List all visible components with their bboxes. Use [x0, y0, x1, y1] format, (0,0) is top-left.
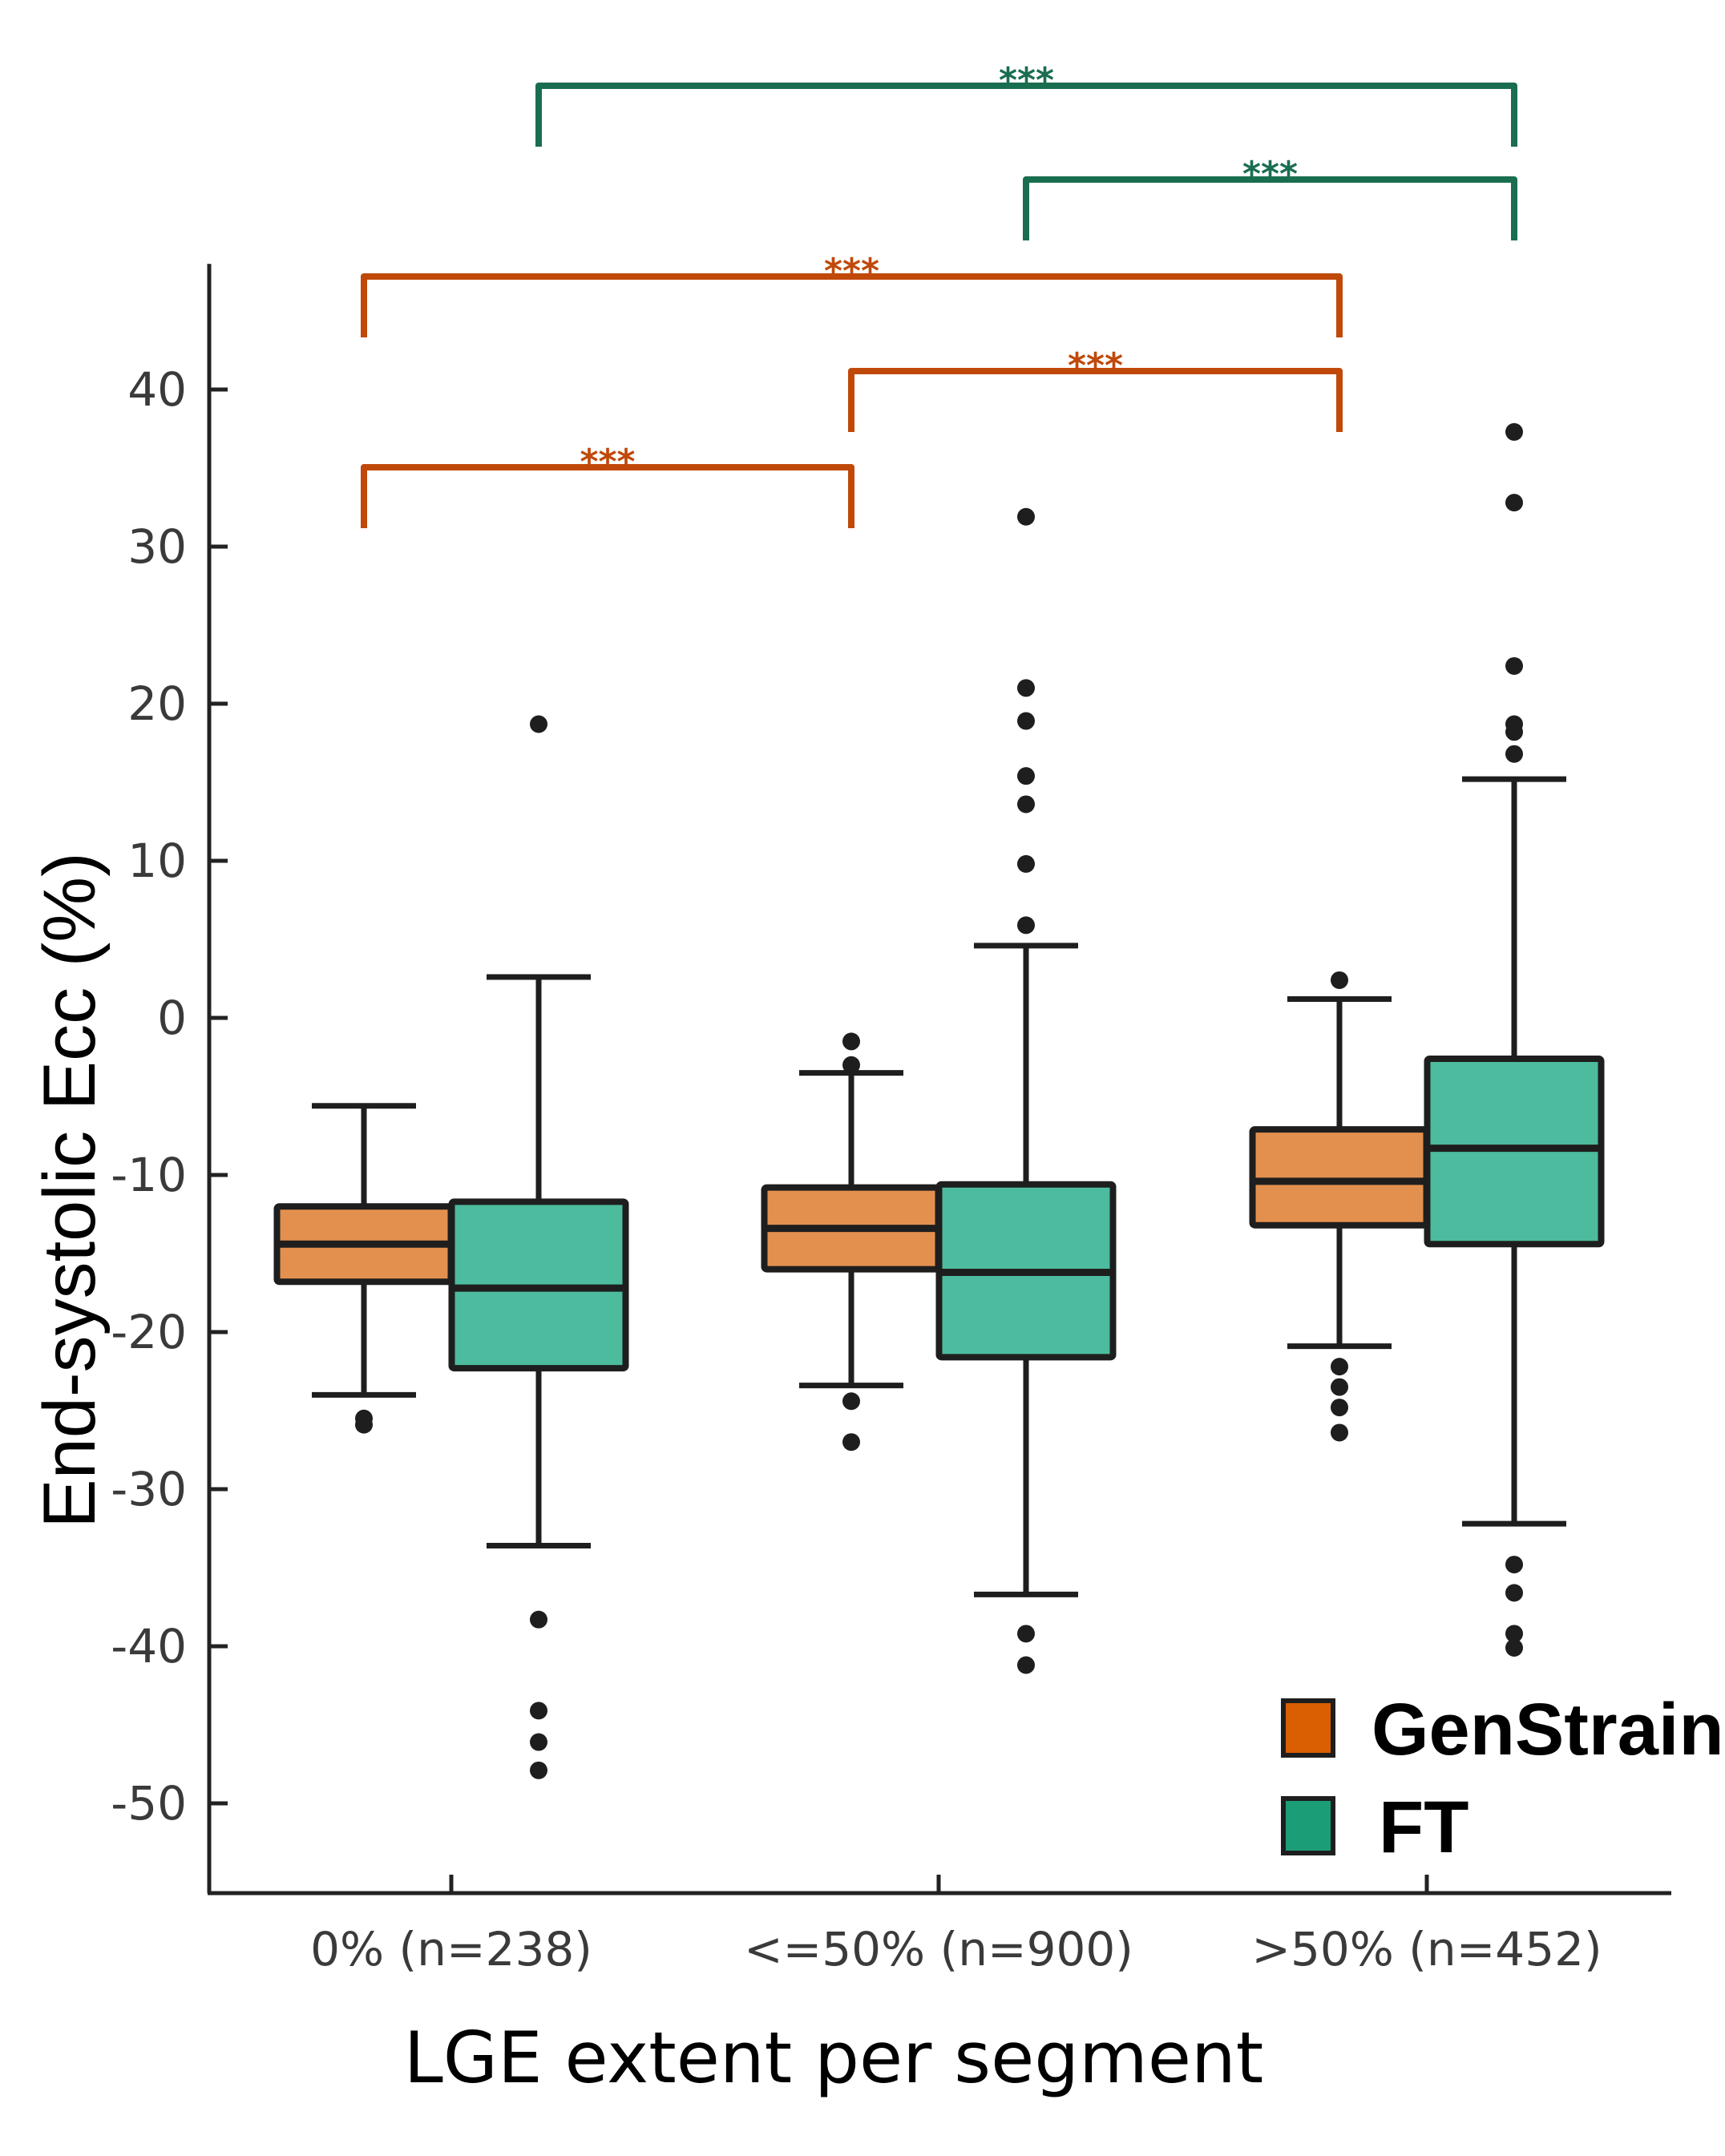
outlier-point — [842, 1032, 860, 1051]
boxes — [273, 422, 1605, 1779]
outlier-point — [1017, 1656, 1035, 1674]
significance-bracket: *** — [361, 251, 1343, 337]
significance-label: *** — [580, 442, 635, 482]
box-genstrain-0 — [273, 1103, 454, 1434]
y-tick-label: -10 — [111, 1148, 187, 1202]
outlier-point — [530, 1733, 547, 1751]
y-tick-label: -20 — [111, 1305, 187, 1359]
outlier-point — [1017, 1625, 1035, 1643]
outlier-point — [1331, 1423, 1348, 1442]
outlier-point — [842, 1056, 860, 1074]
outlier-point — [842, 1392, 860, 1411]
outlier-point — [1331, 1399, 1348, 1417]
outlier-point — [1505, 723, 1523, 741]
box-ft-0 — [448, 715, 629, 1779]
outlier-point — [530, 1761, 547, 1779]
y-tick-label: 0 — [157, 991, 187, 1045]
box-ft-1 — [935, 507, 1117, 1674]
outlier-point — [1505, 656, 1523, 675]
bracket-line — [535, 83, 1517, 147]
bracket-line — [848, 368, 1343, 432]
bracket-line — [361, 464, 854, 528]
x-tick-label: >50% (n=452) — [1251, 1922, 1602, 1976]
significance-bracket: *** — [848, 345, 1343, 432]
outlier-point — [1505, 1556, 1523, 1574]
box-ft-2 — [1424, 422, 1605, 1657]
outlier-point — [1505, 1638, 1523, 1657]
outlier-point — [842, 1433, 860, 1451]
outlier-point — [1331, 1358, 1348, 1376]
outlier-point — [1331, 971, 1348, 989]
legend-item-genstrain: GenStrain — [1281, 1689, 1724, 1770]
y-tick-label: -30 — [111, 1462, 187, 1516]
outlier-point — [1505, 494, 1523, 512]
y-tick-label: -40 — [111, 1619, 187, 1674]
axes: 40 30 20 10 0 -10 -20 -30 -40 -50 0% (n=238) <=50% … — [111, 264, 1671, 1976]
y-tick-label: 40 — [127, 362, 187, 417]
y-tick-label: 10 — [127, 834, 187, 888]
legend-swatch — [1281, 1698, 1335, 1758]
outlier-point — [1505, 422, 1523, 441]
y-tick-label: 30 — [127, 519, 187, 574]
box-genstrain-1 — [761, 1032, 942, 1451]
outlier-point — [1017, 507, 1035, 526]
legend-label: FT — [1379, 1787, 1468, 1868]
legend-swatch — [1281, 1796, 1335, 1855]
y-tick-label: 20 — [127, 676, 187, 731]
legend-item-ft: FT — [1281, 1787, 1468, 1868]
outlier-point — [1017, 916, 1035, 935]
outlier-point — [1017, 679, 1035, 697]
significance-bracket: *** — [1023, 154, 1517, 240]
outlier-point — [530, 715, 547, 733]
significance-label: *** — [999, 60, 1054, 101]
iqr-box — [1249, 1126, 1430, 1229]
significance-label: *** — [1068, 345, 1123, 386]
outlier-point — [530, 1610, 547, 1629]
significance-label: *** — [824, 251, 879, 292]
outlier-point — [1505, 1625, 1523, 1643]
box-genstrain-2 — [1249, 971, 1430, 1442]
y-axis-title: End-systolic Ecc (%) — [29, 852, 111, 1528]
x-tick-label: <=50% (n=900) — [744, 1922, 1133, 1976]
y-tick-label: -50 — [111, 1776, 187, 1831]
outlier-point — [1017, 712, 1035, 730]
outlier-point — [1017, 767, 1035, 785]
significance-bracket: *** — [535, 60, 1517, 147]
outlier-point — [1017, 795, 1035, 814]
outlier-point — [1331, 1378, 1348, 1396]
outlier-point — [355, 1415, 373, 1434]
bracket-line — [361, 273, 1343, 337]
outlier-point — [1505, 745, 1523, 763]
significance-label: *** — [1242, 154, 1298, 195]
x-axis-title: LGE extent per segment — [404, 2017, 1264, 2099]
x-tick-label: 0% (n=238) — [310, 1922, 592, 1976]
bracket-line — [1023, 176, 1517, 240]
legend: GenStrain FT — [1281, 1689, 1724, 1868]
outlier-point — [1017, 854, 1035, 873]
outlier-point — [530, 1702, 547, 1720]
legend-label: GenStrain — [1372, 1689, 1724, 1770]
significance-brackets: *** *** *** *** *** — [361, 60, 1517, 528]
outlier-point — [1505, 1584, 1523, 1602]
significance-bracket: *** — [361, 442, 854, 528]
